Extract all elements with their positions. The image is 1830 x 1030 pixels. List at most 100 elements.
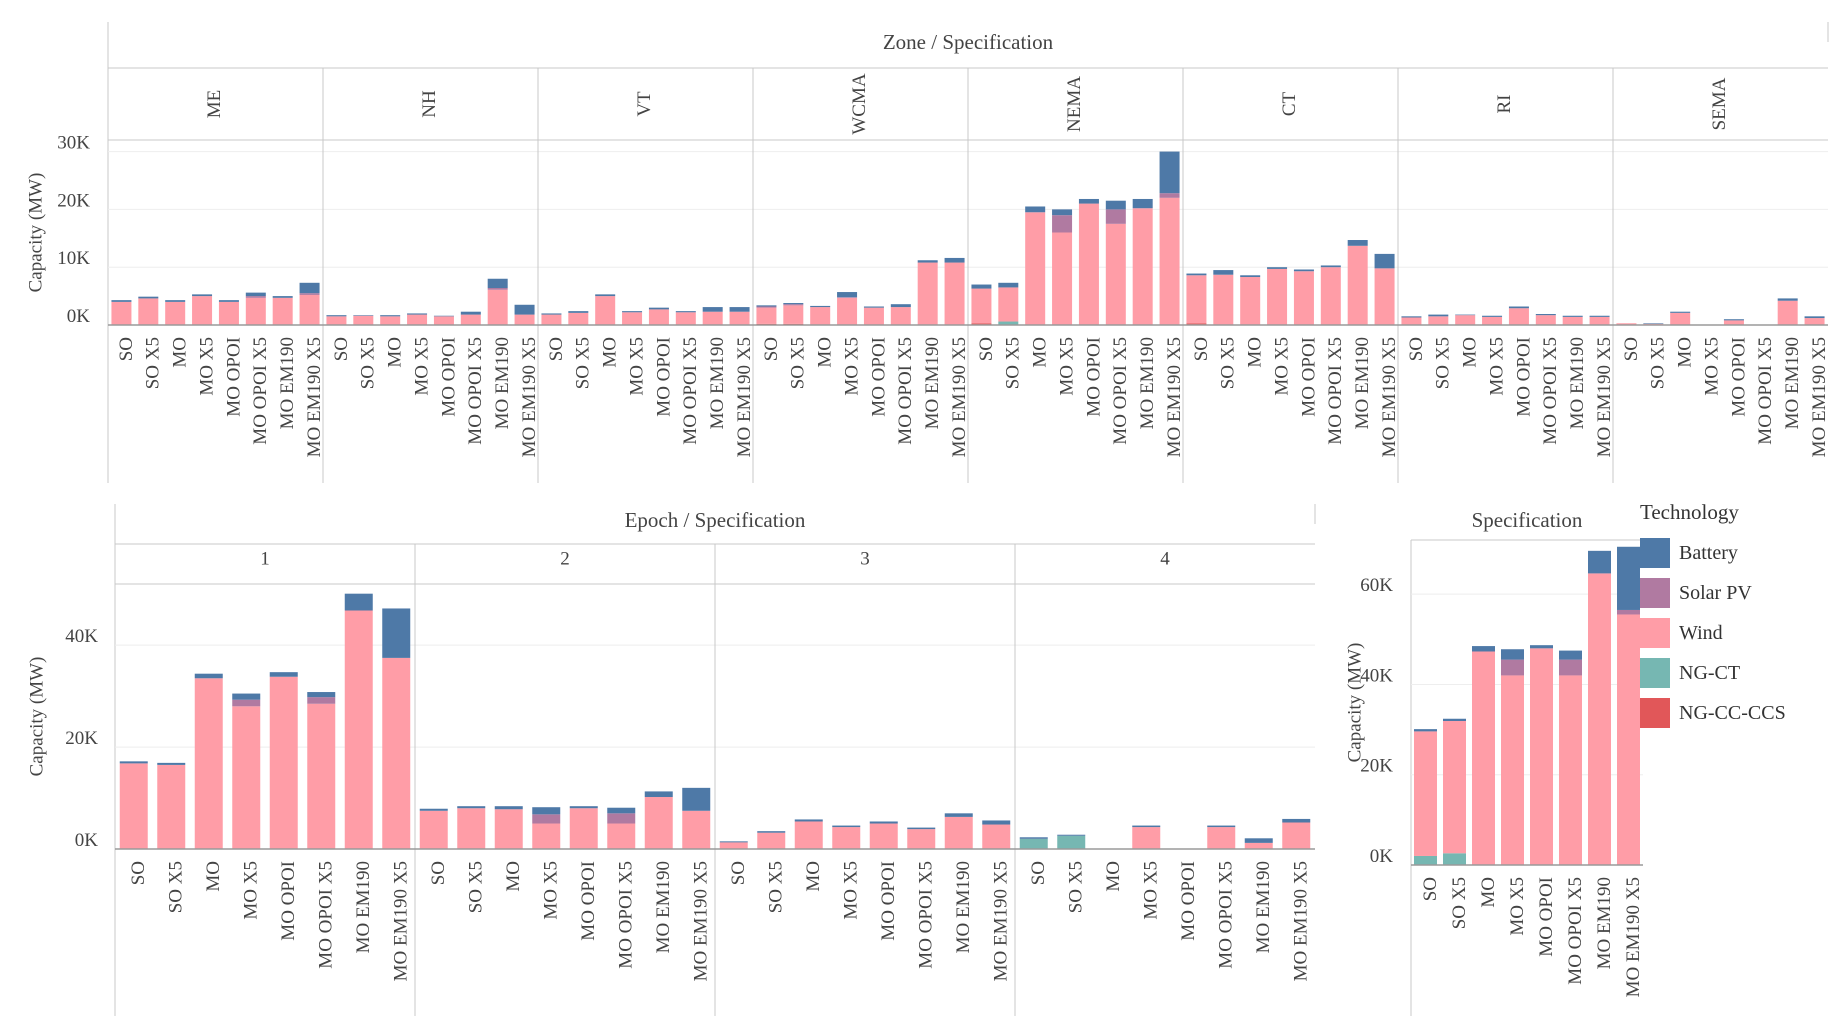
chart1-category-label: SO [331,337,352,361]
chart2-bar-3-mo-x5-battery [832,825,861,828]
chart1-bar-nh-mo-em190-battery [487,278,508,288]
chart2-category-label: MO EM190 [953,861,974,953]
chart1-bar-nh-mo-opoi-x5-wind [460,314,481,325]
chart3-category-label: MO OPOI [1536,877,1557,957]
chart1-bar-ri-mo-em190-x5-wind [1589,316,1610,325]
chart2-bar-3-so-wind [719,842,748,849]
chart2-bar-1-mo-em190-x5-battery [382,608,411,658]
chart1-category-label: MO X5 [1486,337,1507,396]
chart2-bar-1-mo-opoi-x5-battery [307,692,336,698]
chart2-bar-1-mo-x5-battery [232,693,261,700]
chart1-category-label: SO X5 [573,337,594,389]
chart2-bar-3-mo-em190-battery [944,813,973,817]
legend-label-ng-ct: NG-CT [1679,661,1741,684]
chart1-bar-ri-mo-opoi-wind [1508,308,1529,325]
chart2-bar-3-so-battery [719,841,748,843]
chart1-category-label: MO OPOI X5 [895,337,916,445]
chart1-category-label: MO OPOI X5 [1110,337,1131,445]
chart1-bar-ri-so-x5-wind [1428,316,1449,325]
legend-label-battery: Battery [1679,541,1738,564]
legend-item-wind[interactable]: Wind [1640,613,1820,653]
chart3-bar-total-mo-opoi-x5-wind [1559,675,1582,865]
chart1-bar-vt-mo-em190-x5-wind [729,311,750,325]
legend-item-battery[interactable]: Battery [1640,533,1820,573]
chart1-bar-vt-so-wind [541,314,562,325]
chart2-bar-2-mo-em190-wind [644,797,673,849]
chart2-bar-4-mo-x5-wind [1132,827,1161,849]
chart1-category-label: MO X5 [411,337,432,396]
chart2-bar-1-mo-x5-wind [232,706,261,849]
chart3-ylabel: Capacity (MW) [1344,643,1365,763]
chart1-category-label: MO EM190 [707,337,728,429]
chart1-bar-sema-mo-em190-wind [1777,300,1798,325]
chart2-category-label: MO OPOI [278,861,299,941]
chart1-bar-wcma-mo-opoi-battery [863,306,884,308]
chart2-bar-1-mo-em190-wind [344,610,373,849]
chart1-ytick-label: 10K [57,248,90,269]
chart1-category-label: SO [761,337,782,361]
chart3-bar-total-so-wind [1414,731,1437,856]
chart1-bar-nema-mo-battery [1025,206,1046,213]
chart1-bar-vt-so-x5-wind [568,312,589,325]
chart1-bar-vt-mo-opoi-battery [648,307,669,310]
chart1-bar-ri-mo-em190-x5-battery [1589,315,1610,317]
chart1-panel-label-ct: CT [1279,91,1300,116]
chart3-category-label: MO OPOI X5 [1565,877,1586,985]
chart1-bar-sema-mo-em190-battery [1777,298,1798,301]
chart1-bar-ri-mo-x5-wind [1482,316,1503,325]
chart1-ytick-label: 0K [67,306,91,327]
chart1-category-label: SO X5 [1003,337,1024,389]
chart1-category-label: MO OPOI X5 [465,337,486,445]
chart1-bar-wcma-mo-x5-wind [837,297,858,325]
chart1-category-label: MO EM190 X5 [1809,337,1830,457]
chart2-category-label: SO [128,861,149,885]
chart1-bar-wcma-mo-battery [810,305,831,308]
chart1-bar-nh-mo-opoi-x5-battery [460,311,481,315]
chart1-bar-nh-mo-em190-wind [487,289,508,325]
chart1-bar-nema-mo-wind [1025,212,1046,325]
chart1-bar-wcma-mo-opoi-x5-battery [890,304,911,308]
chart2-bar-2-mo-battery [494,806,523,810]
chart3-ytick-label: 60K [1360,575,1393,596]
chart2-category-label: MO OPOI X5 [316,861,337,969]
chart1-bar-nema-so-battery [971,284,992,289]
chart1-category-label: SO [976,337,997,361]
chart1-bar-me-mo-battery [165,300,186,302]
chart2-bar-1-mo-opoi-wind [269,676,298,849]
chart1-bar-me-mo-opoi-x5-wind [245,297,266,325]
chart1-bar-sema-mo-em190-x5-battery [1804,316,1825,319]
chart1-category-label: MO OPOI [1513,337,1534,417]
chart1-bar-me-mo-em190-x5-battery [299,282,320,294]
chart1-bar-ri-so-x5-battery [1428,314,1449,317]
chart1-category-label: MO OPOI [223,337,244,417]
chart1-bar-nema-mo-em190-x5-battery [1159,151,1180,194]
chart1-bar-sema-mo-opoi-wind [1723,320,1744,325]
chart1-category-label: MO [1030,337,1051,368]
chart3-bar-total-mo-x5-solar-pv [1501,659,1524,676]
chart1-category-label: MO EM190 [277,337,298,429]
legend-item-solar-pv[interactable]: Solar PV [1640,573,1820,613]
chart1-category-label: SO X5 [788,337,809,389]
chart2-bar-4-mo-opoi-x5-wind [1207,827,1236,849]
chart2-panel-label-1: 1 [260,548,270,569]
chart1-bar-vt-mo-opoi-wind [648,309,669,325]
chart2-category-label: MO OPOI [1178,861,1199,941]
legend-item-ng-cc-ccs[interactable]: NG-CC-CCS [1640,693,1820,733]
chart2-ytick-label: 40K [65,626,98,647]
chart1-bar-me-mo-em190-x5-solar-pv [299,293,320,295]
chart1-bar-nema-mo-opoi-battery [1078,198,1099,204]
legend-item-ng-ct[interactable]: NG-CT [1640,653,1820,693]
chart2-category-label: SO [428,861,449,885]
chart1-bar-me-mo-em190-wind [272,297,293,325]
chart1-bar-nh-mo-wind [380,316,401,325]
chart1-category-label: MO OPOI [653,337,674,417]
chart1-bar-wcma-so-battery [756,305,777,307]
chart2-bar-4-so-x5-battery [1057,834,1086,836]
chart2-bar-1-mo-opoi-battery [269,672,298,677]
chart3-bar-total-mo-x5-wind [1501,675,1524,865]
chart1-panel-label-nema: NEMA [1064,76,1085,132]
chart1-category-label: MO [815,337,836,368]
chart1-bar-ri-mo-opoi-battery [1508,306,1529,309]
chart1-bar-ct-mo-em190-x5-battery [1374,253,1395,269]
